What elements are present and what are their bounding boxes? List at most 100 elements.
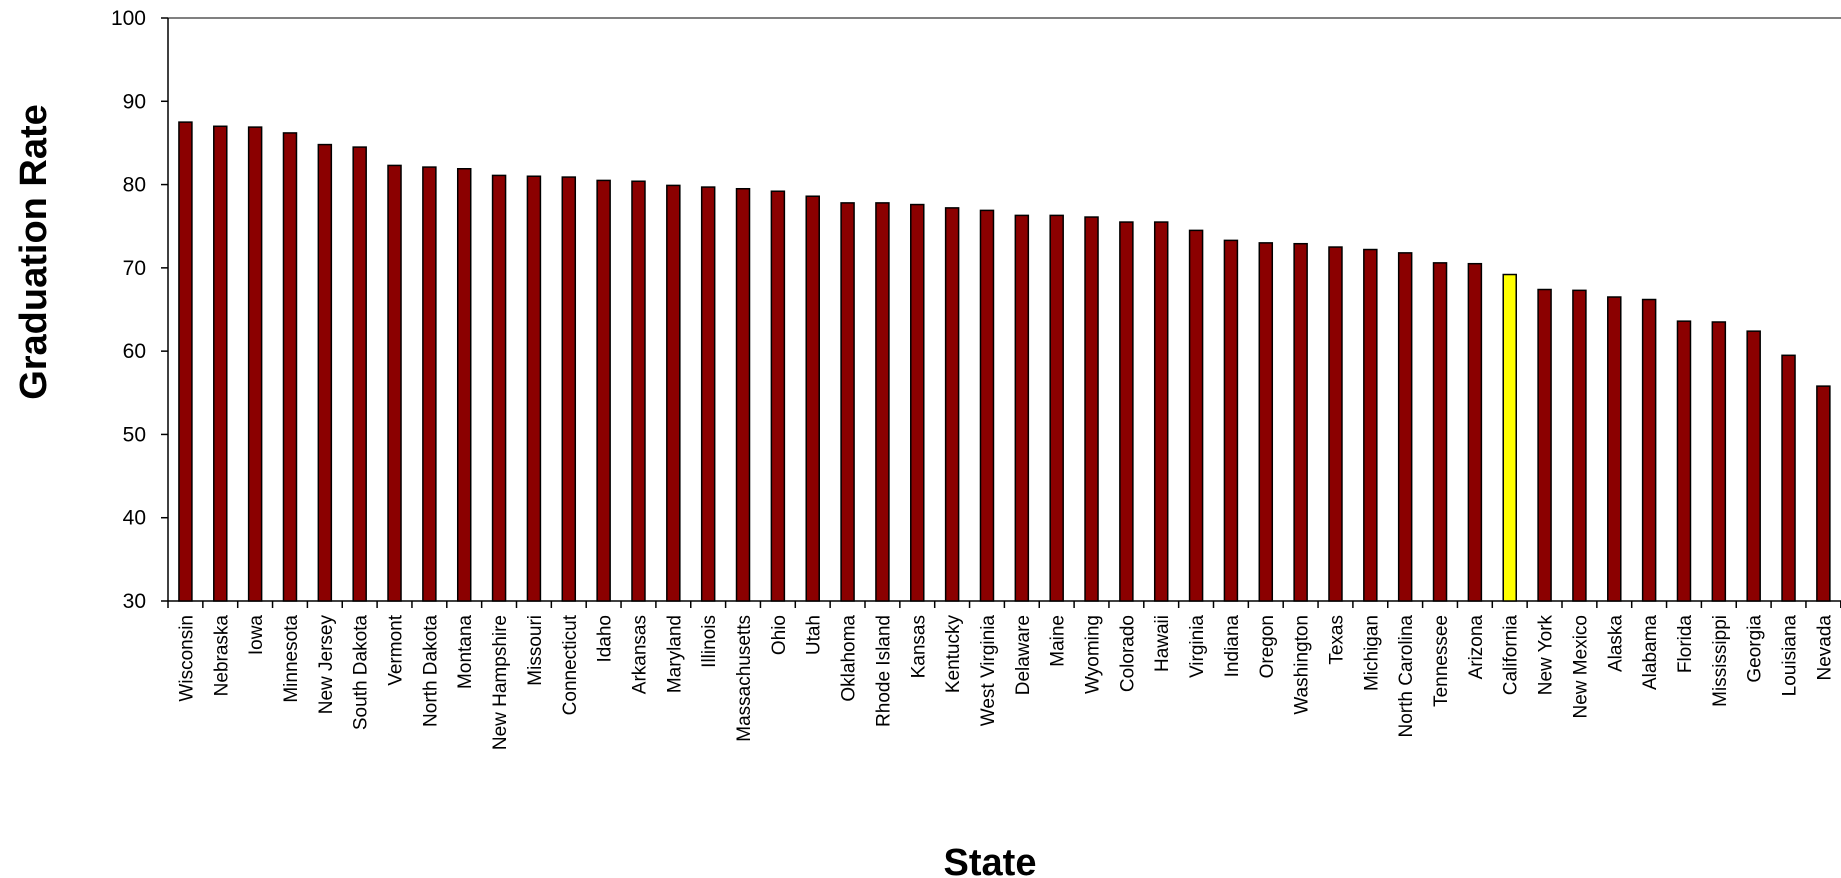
bar-new-jersey — [317, 143, 333, 602]
bar-new-mexico — [1572, 289, 1587, 602]
y-axis-title: Graduation Rate — [13, 104, 55, 400]
bar-nebraska — [213, 125, 228, 602]
x-category-label: Indiana — [1222, 615, 1243, 678]
x-category-label: New Mexico — [1570, 615, 1591, 718]
bar-mississippi — [1711, 321, 1727, 602]
bar-maryland — [666, 184, 681, 602]
bar-utah — [805, 195, 820, 602]
bar-new-york — [1537, 288, 1552, 602]
bar-tennessee — [1432, 262, 1448, 602]
x-category-label: Mississippi — [1710, 615, 1731, 707]
y-tick-label: 60 — [123, 340, 146, 363]
category-labels: Wisconsin Nebraska Iowa Minnesota New Jersey… — [176, 614, 1835, 750]
bar-massachusetts — [735, 187, 751, 602]
x-category-label: Idaho — [595, 615, 616, 663]
x-category-label: Hawaii — [1152, 615, 1173, 672]
bar-alabama — [1641, 298, 1657, 602]
x-category-label: Kansas — [908, 615, 929, 678]
x-category-label: Florida — [1675, 615, 1696, 674]
x-category-label: South Dakota — [351, 615, 372, 731]
bar-washington — [1293, 242, 1308, 602]
x-category-label: New Hampshire — [490, 615, 511, 750]
x-category-label: Rhode Island — [873, 615, 894, 727]
bar-florida — [1676, 320, 1692, 602]
x-category-label: Louisiana — [1780, 615, 1801, 697]
bar-montana — [456, 168, 472, 602]
bar-connecticut — [561, 176, 577, 602]
bar-california — [1502, 273, 1517, 602]
bar-north-carolina — [1397, 252, 1413, 602]
y-tick-label: 40 — [123, 507, 146, 530]
x-category-label: Arkansas — [629, 615, 650, 694]
bar-rhode-island — [875, 202, 890, 602]
bar-delaware — [1014, 214, 1030, 602]
bar-arkansas — [631, 180, 646, 602]
x-category-label: Washington — [1292, 615, 1313, 715]
bar-indiana — [1223, 239, 1239, 602]
y-tick-label: 50 — [123, 423, 146, 446]
bar-idaho — [596, 179, 611, 602]
x-category-label: Delaware — [1013, 615, 1034, 695]
bar-minnesota — [282, 132, 298, 602]
bar-iowa — [247, 126, 263, 602]
bar-louisiana — [1781, 354, 1796, 602]
bar-south-dakota — [352, 146, 367, 602]
bar-illinois — [700, 186, 716, 602]
x-category-label: North Dakota — [420, 615, 441, 727]
x-category-label: New York — [1536, 615, 1557, 696]
x-category-label: Montana — [455, 615, 476, 689]
bar-new-hampshire — [491, 174, 507, 602]
x-category-label: Missouri — [525, 615, 546, 686]
x-category-label: Wisconsin — [176, 615, 197, 702]
bar-kansas — [910, 203, 925, 602]
bar-maine — [1049, 214, 1064, 602]
x-category-label: Nevada — [1814, 615, 1835, 681]
x-category-label: Vermont — [386, 614, 407, 685]
y-tick-label: 80 — [123, 174, 146, 197]
x-category-label: Minnesota — [281, 615, 302, 703]
x-category-label: Colorado — [1117, 615, 1138, 692]
x-category-label: Nebraska — [211, 615, 232, 697]
x-category-label: Kentucky — [943, 615, 964, 694]
bar-wisconsin — [178, 121, 193, 602]
x-category-label: North Carolina — [1396, 615, 1417, 738]
y-tick-label: 30 — [123, 590, 146, 613]
y-axis-ticks: 30 40 50 60 70 80 90 100 — [111, 7, 168, 613]
x-category-label: Utah — [804, 615, 825, 655]
bar-oklahoma — [840, 202, 855, 602]
bar-hawaii — [1153, 221, 1169, 602]
bar-series — [178, 121, 1831, 602]
bar-north-dakota — [422, 166, 437, 602]
bar-colorado — [1119, 221, 1134, 602]
bar-wyoming — [1084, 216, 1099, 602]
bar-oregon — [1258, 242, 1274, 602]
y-tick-label: 70 — [123, 257, 146, 280]
x-category-label: Maryland — [664, 615, 685, 693]
x-category-label: New Jersey — [316, 615, 337, 715]
x-category-label: Illinois — [699, 615, 720, 668]
x-category-label: Massachusetts — [734, 615, 755, 742]
x-category-label: West Virginia — [978, 615, 999, 727]
bar-arizona — [1467, 262, 1483, 602]
bar-michigan — [1363, 248, 1378, 602]
y-tick-label: 100 — [111, 7, 146, 30]
x-axis-ticks — [167, 601, 1841, 608]
bar-texas — [1328, 246, 1343, 602]
x-category-label: Arizona — [1466, 615, 1487, 680]
bar-kentucky — [944, 207, 960, 602]
bar-alaska — [1607, 296, 1622, 602]
bar-virginia — [1188, 229, 1204, 602]
bar-missouri — [526, 175, 542, 602]
x-category-label: Oklahoma — [839, 615, 860, 702]
x-category-label: Oregon — [1257, 615, 1278, 678]
bar-vermont — [387, 164, 402, 602]
y-tick-label: 90 — [123, 90, 146, 113]
x-category-label: Georgia — [1745, 615, 1766, 683]
plot-area — [167, 17, 1841, 602]
x-category-label: Virginia — [1187, 615, 1208, 678]
bar-ohio — [770, 190, 786, 602]
x-category-label: Alabama — [1640, 615, 1661, 690]
bar-georgia — [1746, 330, 1761, 602]
bar-west-virginia — [979, 209, 995, 602]
